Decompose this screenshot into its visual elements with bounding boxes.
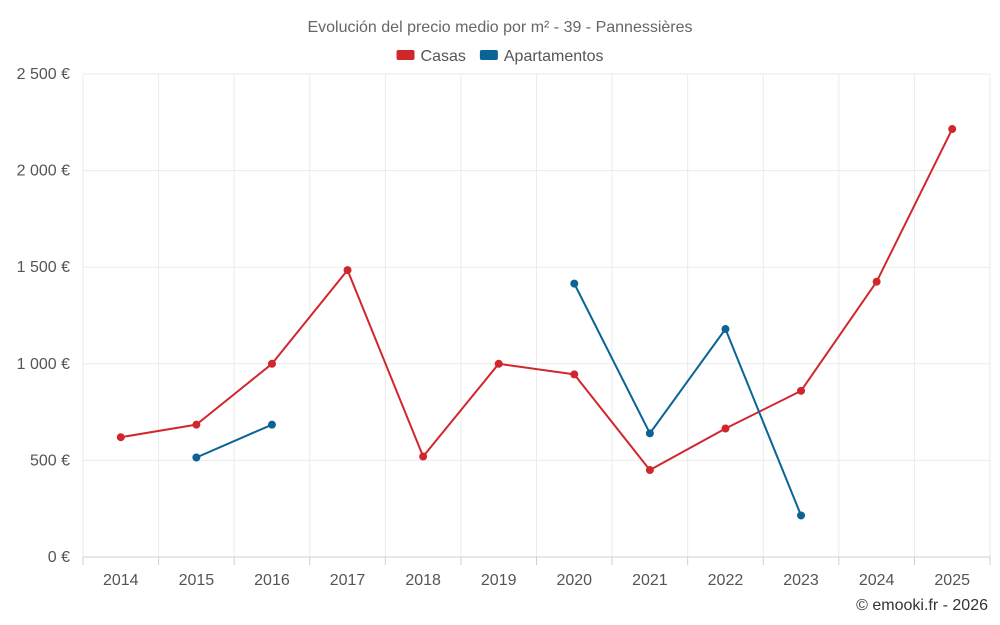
data-point — [570, 370, 579, 379]
data-point — [797, 511, 806, 520]
data-point — [872, 277, 881, 286]
data-point — [267, 420, 276, 429]
data-point — [192, 453, 201, 462]
data-point — [797, 386, 806, 395]
series-line — [573, 283, 802, 516]
data-point — [645, 429, 654, 438]
credit-text: © emooki.fr - 2026 — [856, 597, 988, 614]
data-point — [343, 266, 352, 275]
data-point — [267, 359, 276, 368]
y-tick-label: 1 000 € — [17, 356, 70, 373]
x-tick-label: 2016 — [254, 572, 290, 589]
y-tick-label: 0 € — [48, 549, 70, 566]
data-point — [570, 279, 579, 288]
y-tick-label: 2 500 € — [17, 66, 70, 83]
series-apartamentos — [192, 279, 806, 520]
data-point — [419, 452, 428, 461]
chart-title: Evolución del precio medio por m² - 39 -… — [307, 19, 692, 36]
data-point — [721, 325, 730, 334]
legend-swatch — [479, 50, 498, 60]
y-axis: 0 € 500 € 1 000 € 1 500 € 2 000 € 2 500 € — [17, 66, 70, 566]
x-tick-label: 2024 — [859, 572, 895, 589]
series-casas — [116, 125, 957, 475]
legend-label: Apartamentos — [504, 48, 604, 65]
x-tick-label: 2023 — [783, 572, 819, 589]
x-tick-label: 2020 — [556, 572, 592, 589]
x-tick-label: 2014 — [103, 572, 139, 589]
x-tick-label: 2021 — [632, 572, 668, 589]
x-tick-label: 2017 — [330, 572, 366, 589]
legend-swatch — [396, 50, 415, 60]
data-point — [494, 359, 503, 368]
x-tick-label: 2025 — [934, 572, 970, 589]
legend-label: Casas — [421, 48, 466, 65]
legend: Casas Apartamentos — [396, 48, 604, 65]
data-point — [645, 466, 654, 475]
y-tick-label: 2 000 € — [17, 163, 70, 180]
legend-item-casas: Casas — [396, 48, 466, 65]
series-line — [120, 128, 954, 472]
y-tick-label: 500 € — [30, 452, 70, 469]
series-line — [195, 423, 273, 459]
data-point — [116, 433, 125, 442]
x-axis: 2014 2015 2016 2017 2018 2019 2020 2021 2022 2023… — [82, 556, 991, 589]
legend-item-apartamentos: Apartamentos — [479, 48, 604, 65]
x-tick-label: 2015 — [179, 572, 215, 589]
series-layer — [116, 125, 957, 520]
grid-lines — [82, 73, 991, 557]
data-point — [721, 424, 730, 433]
y-tick-label: 1 500 € — [17, 259, 70, 276]
data-point — [192, 420, 201, 429]
x-tick-label: 2022 — [708, 572, 744, 589]
x-tick-label: 2018 — [405, 572, 441, 589]
data-point — [948, 125, 957, 134]
x-tick-label: 2019 — [481, 572, 517, 589]
